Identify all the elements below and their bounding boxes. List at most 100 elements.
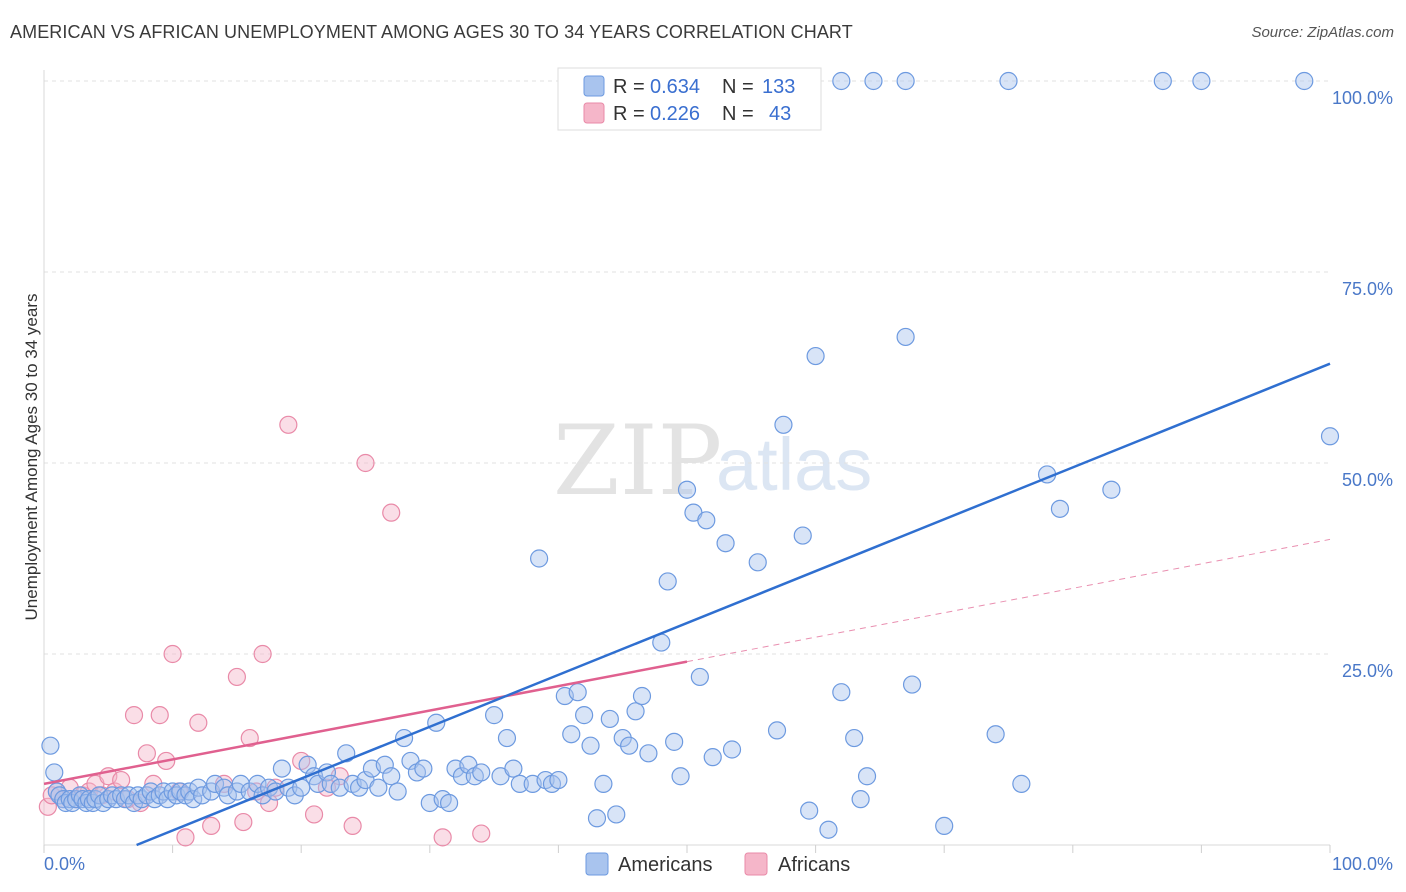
americans-point-119: [767, 721, 787, 740]
americans-point-115: [703, 748, 722, 767]
americans-point-142: [1153, 71, 1172, 91]
americans-point-132: [986, 725, 1005, 744]
americans-trend-line: [136, 362, 1331, 847]
americans-point-96: [575, 706, 594, 725]
americans-point-123: [806, 346, 825, 366]
bottom-legend-swatch-africans: [744, 852, 768, 876]
americans-point-77: [439, 793, 459, 813]
africans-point-24: [202, 816, 221, 836]
chart-title: AMERICAN VS AFRICAN UNEMPLOYMENT AMONG A…: [10, 22, 853, 42]
africans-point-39: [356, 453, 375, 473]
americans-point-117: [722, 740, 742, 759]
americans-point-55: [298, 755, 317, 774]
americans-point-63: [349, 778, 369, 797]
americans-point-125: [832, 683, 851, 702]
americans-point-124: [819, 820, 838, 839]
americans-point-87: [510, 774, 529, 793]
x-tick-labels: 0.0% 100.0%: [44, 854, 1393, 874]
americans-point-139: [864, 71, 883, 91]
americans-point-133: [1012, 774, 1031, 793]
africans-point-42: [472, 824, 491, 843]
africans-point-22: [176, 828, 195, 847]
africans-point-26: [227, 667, 246, 687]
y-axis-label: Unemployment Among Ages 30 to 34 years: [22, 294, 41, 621]
africans-point-0: [38, 797, 57, 816]
americans-points: [41, 71, 1340, 839]
americans-point-103: [620, 736, 639, 755]
americans-point-138: [832, 71, 851, 91]
americans-point-135: [1050, 499, 1070, 518]
africans-points: [38, 415, 491, 847]
watermark-zip: ZIP: [553, 405, 722, 517]
americans-point-92: [549, 770, 568, 790]
americans-point-143: [1192, 71, 1211, 91]
africans-trend-line: [43, 660, 688, 786]
legend-r-label-americans: R =: [613, 76, 645, 98]
americans-point-110: [671, 767, 690, 786]
americans-point-73: [414, 759, 433, 778]
americans-point-95: [568, 683, 587, 702]
americans-point-83: [485, 706, 504, 725]
americans-point-100: [600, 709, 619, 729]
americans-point-140: [896, 71, 915, 91]
y-tick-label-2: 75.0%: [1342, 279, 1393, 299]
americans-point-113: [690, 667, 709, 687]
legend-swatch-americans: [583, 75, 605, 97]
africans-point-20: [163, 644, 182, 664]
americans-point-59: [321, 774, 340, 793]
africans-point-41: [433, 828, 452, 847]
africans-point-12: [112, 770, 131, 790]
africans-point-31: [259, 793, 279, 813]
legend-n-value-africans: 43: [769, 103, 791, 125]
africans-point-27: [234, 812, 253, 832]
americans-point-122: [800, 801, 819, 820]
x-tick-label-0: 0.0%: [44, 854, 85, 874]
africans-point-30: [253, 644, 272, 664]
x-tick-label-1: 100.0%: [1332, 854, 1393, 874]
y-tick-label-3: 100.0%: [1332, 88, 1393, 108]
legend-n-value-americans: 133: [762, 76, 795, 98]
americans-point-128: [857, 767, 877, 786]
americans-point-69: [388, 782, 407, 801]
trend-lines: [43, 362, 1331, 847]
africans-point-16: [137, 744, 156, 763]
watermark-atlas: atlas: [716, 423, 872, 506]
y-tick-label-1: 50.0%: [1342, 470, 1393, 490]
bottom-legend-swatch-americans: [585, 852, 609, 876]
americans-point-79: [452, 767, 472, 786]
americans-point-144: [1295, 71, 1314, 91]
chart-source: Source: ZipAtlas.com: [1251, 24, 1394, 41]
africans-point-40: [382, 503, 401, 522]
legend-r-value-americans: 0.634: [650, 76, 700, 98]
americans-point-104: [626, 702, 645, 721]
bottom-legend: Americans Africans: [585, 852, 850, 876]
watermark: ZIP atlas: [553, 405, 872, 517]
americans-point-67: [375, 755, 394, 774]
x-tick-marks: [43, 845, 1331, 853]
americans-point-136: [1102, 480, 1121, 499]
americans-point-126: [845, 728, 864, 748]
africans-point-28: [240, 728, 259, 748]
americans-point-106: [639, 744, 658, 763]
americans-point-53: [285, 786, 304, 805]
legend-r-label-africans: R =: [613, 103, 645, 125]
africans-point-38: [343, 816, 362, 836]
americans-point-116: [716, 534, 735, 553]
americans-point-118: [748, 553, 767, 572]
americans-point-109: [665, 732, 684, 751]
americans-point-120: [774, 415, 793, 434]
africans-point-18: [150, 706, 169, 725]
americans-point-98: [587, 809, 607, 828]
americans-point-89: [530, 549, 549, 568]
americans-point-1: [45, 763, 64, 782]
americans-point-97: [581, 736, 600, 755]
africans-point-35: [304, 805, 324, 824]
americans-point-85: [497, 728, 517, 748]
legend-r-value-africans: 0.226: [650, 103, 700, 125]
americans-point-137: [1320, 427, 1340, 446]
americans-point-105: [632, 686, 652, 706]
americans-point-114: [697, 511, 716, 530]
americans-point-51: [272, 759, 292, 778]
africans-point-23: [189, 713, 208, 732]
